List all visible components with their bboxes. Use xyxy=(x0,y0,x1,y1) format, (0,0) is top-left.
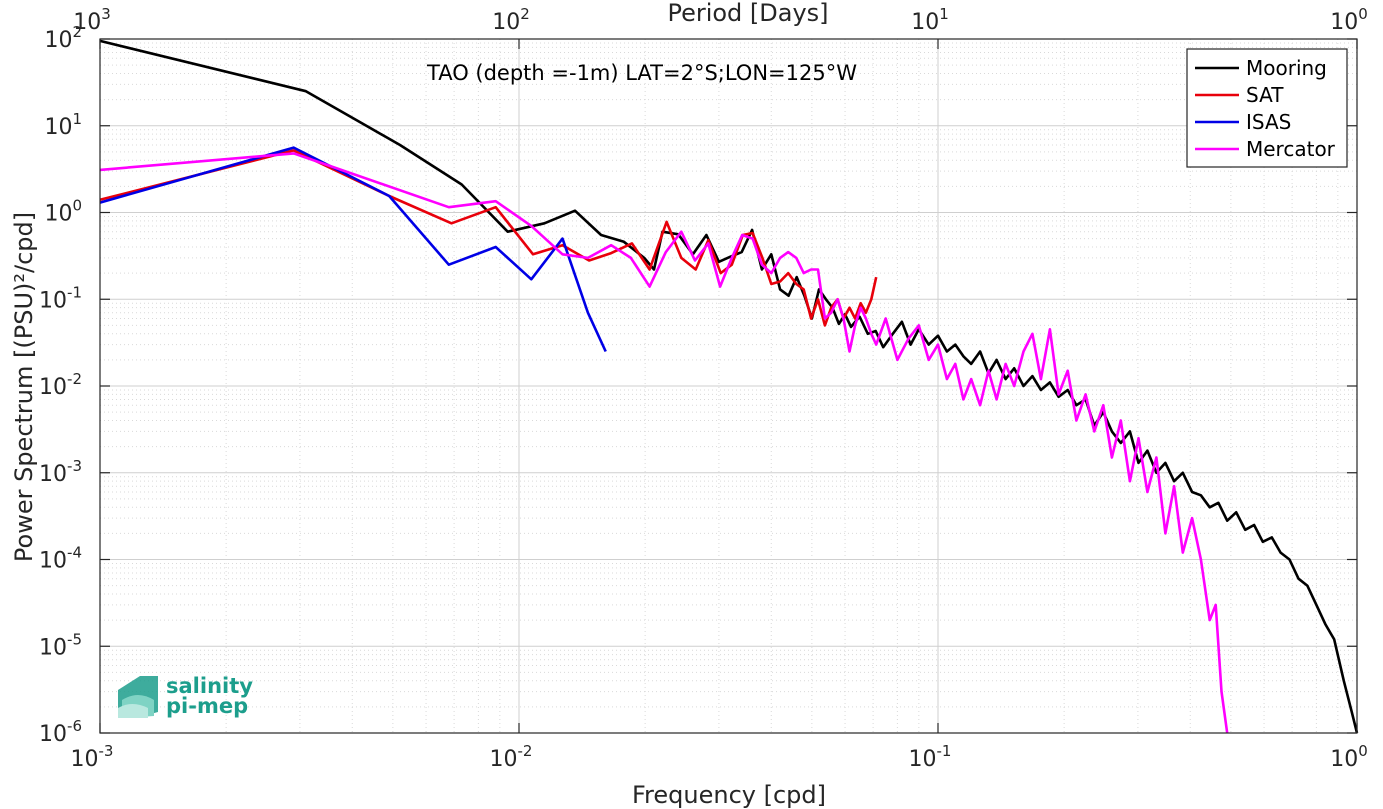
x-tick-label: 100 xyxy=(1330,742,1368,772)
series-line-mercator xyxy=(99,152,1229,734)
y-axis-label: Power Spectrum [(PSU)²/cpd] xyxy=(10,212,38,562)
y-tick-label: 102 xyxy=(44,23,82,53)
logo-line1: salinity xyxy=(166,674,253,698)
y-tick-label: 10-1 xyxy=(39,283,82,313)
series-line-mooring xyxy=(99,39,1359,734)
legend-label-mercator: Mercator xyxy=(1246,137,1336,161)
grid xyxy=(99,38,1358,734)
top-x-tick-label: 101 xyxy=(911,5,949,35)
x-tick-label: 10-1 xyxy=(909,742,952,772)
x-tick-label: 10-3 xyxy=(71,742,114,772)
legend-label-sat: SAT xyxy=(1246,83,1284,107)
chart-title: TAO (depth =-1m) LAT=2°S;LON=125°W xyxy=(426,61,857,85)
axes-frame xyxy=(99,38,1358,734)
top-x-axis-label: Period [Days] xyxy=(667,0,828,27)
y-tick-label: 10-4 xyxy=(39,544,82,574)
top-x-tick-label: 103 xyxy=(73,5,111,35)
x-axis-label: Frequency [cpd] xyxy=(632,781,826,809)
y-tick-label: 10-3 xyxy=(39,457,82,487)
top-x-tick-label: 100 xyxy=(1330,5,1368,35)
legend-label-mooring: Mooring xyxy=(1246,56,1327,80)
salinity-pi-mep-logo: salinity pi-mep xyxy=(118,674,253,718)
y-tick-label: 100 xyxy=(44,197,82,227)
y-tick-label: 10-6 xyxy=(39,717,82,747)
logo-line2: pi-mep xyxy=(166,694,248,718)
y-tick-label: 101 xyxy=(44,110,82,140)
top-x-tick-label: 102 xyxy=(492,5,530,35)
y-tick-label: 10-5 xyxy=(39,630,82,660)
y-tick-label: 10-2 xyxy=(39,370,82,400)
legend: Mooring SAT ISAS Mercator xyxy=(1186,48,1348,168)
plot-area xyxy=(99,39,1359,734)
x-tick-label: 10-2 xyxy=(490,742,533,772)
legend-label-isas: ISAS xyxy=(1246,110,1291,134)
